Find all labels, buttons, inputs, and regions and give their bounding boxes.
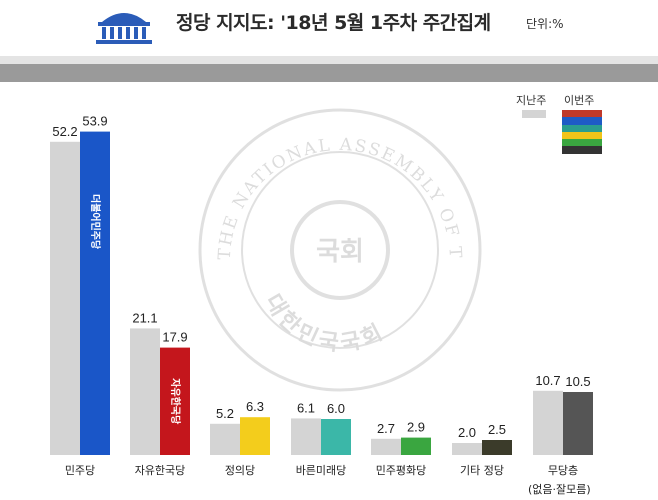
bar-logo-text: 더불어민주당: [89, 194, 102, 250]
legend-color-0: [562, 110, 602, 118]
bar-curr: [401, 437, 431, 455]
category-label: 바른미래당: [296, 464, 347, 477]
value-label-prev: 10.7: [535, 373, 560, 388]
category-label: 자유한국당: [135, 464, 186, 477]
legend-color-2: [562, 124, 602, 132]
header-divider-light: [0, 56, 658, 64]
legend-curr-swatch: [562, 110, 602, 154]
value-label-curr: 53.9: [82, 114, 107, 129]
bar-prev: [130, 328, 160, 455]
bar-curr: [240, 417, 270, 455]
header-divider: [0, 64, 658, 82]
legend-prev-swatch: [522, 110, 546, 118]
chart-title: 정당 지지도: '18년 5월 1주차 주간집계: [176, 12, 491, 34]
assembly-seal-watermark: THE NATIONAL ASSEMBLY OF THE REPUBLIC OF…: [190, 100, 482, 392]
category-label: 기타 정당: [460, 464, 504, 477]
value-label-prev: 2.7: [377, 421, 395, 436]
bar-prev: [371, 438, 401, 455]
bar-curr: [563, 392, 593, 455]
bar-curr: [160, 347, 190, 455]
bar-curr: [80, 131, 110, 455]
bar-curr: [321, 419, 351, 455]
category-label: 민주당: [65, 464, 95, 477]
watermark-center-text: 국회: [316, 237, 364, 267]
value-label-prev: 52.2: [52, 124, 77, 139]
value-label-curr: 6.0: [327, 401, 345, 416]
bar-logo-text: 자유한국당: [169, 378, 182, 425]
value-label-prev: 6.1: [297, 400, 315, 415]
legend-prev-label: 지난주: [516, 94, 547, 107]
header: 정당 지지도: '18년 5월 1주차 주간집계 단위:%: [0, 0, 658, 56]
legend-curr-label: 이번주: [564, 94, 595, 107]
category-label: 정의당: [225, 464, 255, 477]
value-label-prev: 21.1: [132, 310, 157, 325]
value-label-prev: 5.2: [216, 406, 234, 421]
value-label-curr: 2.5: [488, 422, 506, 437]
unit-label: 단위:%: [526, 17, 564, 31]
legend-color-1: [562, 117, 602, 125]
bar-prev: [291, 418, 321, 455]
bar-prev: [50, 141, 80, 456]
legend: 지난주 이번주: [512, 92, 612, 162]
national-assembly-icon: [96, 13, 152, 44]
legend-color-5: [562, 146, 602, 154]
value-label-curr: 10.5: [565, 374, 590, 389]
value-label-curr: 6.3: [246, 399, 264, 414]
value-label-prev: 2.0: [458, 425, 476, 440]
category-note: (없음·잘모름): [528, 483, 591, 496]
value-label-curr: 17.9: [162, 330, 187, 345]
value-label-curr: 2.9: [407, 420, 425, 435]
bar-prev: [210, 423, 240, 455]
bar-prev: [533, 390, 563, 455]
bar-curr: [482, 440, 512, 455]
category-label: 민주평화당: [376, 464, 427, 477]
category-label: 무당층: [548, 464, 578, 477]
bar-prev: [452, 443, 482, 455]
legend-color-4: [562, 139, 602, 147]
legend-color-3: [562, 131, 602, 140]
